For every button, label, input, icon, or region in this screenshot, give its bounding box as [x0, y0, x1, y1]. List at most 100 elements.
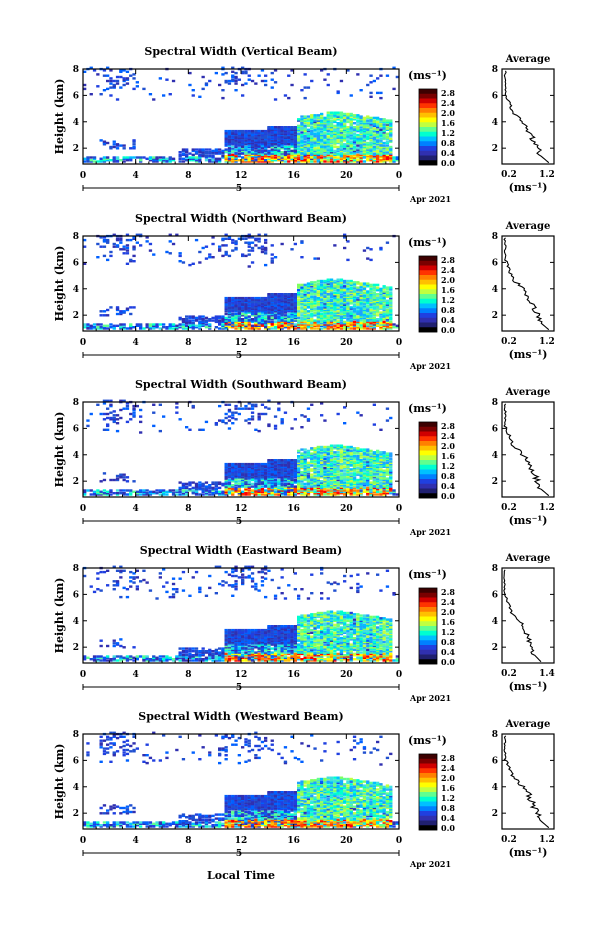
- heatmap-cell: [270, 133, 274, 137]
- heatmap-cell: [382, 147, 386, 150]
- heatmap-cell: [316, 481, 320, 484]
- heatmap-cell: [362, 315, 367, 318]
- heatmap-cell: [181, 149, 186, 153]
- heatmap-cell: [297, 464, 301, 467]
- heatmap-cell: [343, 279, 347, 283]
- heatmap-cell: [264, 298, 268, 301]
- heatmap-cell: [306, 480, 311, 483]
- heatmap-cell: [125, 476, 130, 479]
- heatmap-cell: [142, 156, 146, 159]
- heatmap-cell: [346, 114, 350, 117]
- heatmap-cell: [313, 114, 317, 117]
- heatmap-cell: [329, 136, 334, 139]
- heatmap-cell: [129, 489, 133, 492]
- heatmap-cell: [356, 286, 360, 289]
- heatmap-cell: [277, 140, 281, 143]
- heatmap-cell: [283, 145, 288, 149]
- heatmap-cell: [237, 464, 241, 467]
- heatmap-cell: [231, 466, 235, 470]
- heatmap-cell: [139, 420, 143, 424]
- heatmap-cell: [306, 453, 311, 457]
- heatmap-cell: [244, 472, 248, 475]
- heatmap-cell: [175, 493, 179, 496]
- colorbar-segment: [419, 146, 437, 152]
- heatmap-cell: [188, 322, 192, 325]
- heatmap-cell: [277, 469, 281, 472]
- panel-1: Spectral Width (Northward Beam)2468Heigh…: [53, 212, 555, 371]
- heatmap-cell: [247, 476, 251, 479]
- heatmap-cell: [362, 324, 367, 327]
- heatmap-cell: [109, 250, 113, 254]
- heatmap-cell: [283, 411, 288, 414]
- heatmap-cell: [244, 140, 248, 143]
- heatmap-cell: [277, 459, 281, 462]
- heatmap-cell: [83, 323, 87, 326]
- heatmap-cell: [132, 245, 136, 248]
- heatmap-cell: [313, 470, 317, 474]
- heatmap-cell: [323, 144, 327, 147]
- heatmap-cell: [211, 242, 215, 246]
- heatmap-cell: [234, 160, 238, 163]
- heatmap-cell: [260, 322, 265, 325]
- heatmap-cell: [234, 324, 238, 327]
- heatmap-cell: [260, 136, 265, 139]
- heatmap-cell: [326, 135, 330, 138]
- heatmap-cell: [306, 153, 311, 157]
- heatmap-cell: [264, 472, 268, 475]
- heatmap-cell: [362, 155, 367, 158]
- heatmap-cell: [267, 156, 271, 159]
- heatmap-cell: [234, 466, 238, 470]
- heatmap-cell: [221, 155, 225, 158]
- heatmap-cell: [267, 472, 271, 475]
- heatmap-cell: [303, 316, 307, 320]
- heatmap-cell: [231, 298, 235, 301]
- heatmap-cell: [277, 132, 281, 135]
- heatmap-cell: [369, 315, 373, 318]
- heatmap-cell: [221, 254, 225, 258]
- heatmap-cell: [313, 469, 317, 472]
- heatmap-cell: [165, 327, 169, 330]
- heatmap-cell: [306, 419, 311, 422]
- heatmap-cell: [264, 481, 268, 484]
- colorbar-tick-label: 0.8: [441, 138, 455, 148]
- heatmap-cell: [283, 299, 288, 302]
- heatmap-cell: [287, 316, 291, 320]
- heatmap-cell: [329, 133, 334, 137]
- heatmap-cell: [379, 122, 383, 125]
- heatmap-cell: [254, 488, 258, 491]
- heatmap-cell: [155, 323, 159, 326]
- heatmap-cell: [323, 482, 327, 486]
- heatmap-cell: [366, 151, 370, 154]
- heatmap-cell: [352, 118, 357, 121]
- heatmap-cell: [336, 324, 340, 327]
- heatmap-cell: [362, 311, 367, 314]
- heatmap-cell: [356, 306, 360, 309]
- heatmap-cell: [385, 293, 390, 296]
- heatmap-cell: [181, 319, 186, 322]
- heatmap-cell: [132, 87, 136, 91]
- heatmap-cell: [280, 160, 284, 163]
- heatmap-cell: [316, 470, 320, 474]
- heatmap-cell: [264, 303, 268, 306]
- heatmap-cell: [277, 473, 281, 476]
- heatmap-cell: [297, 306, 301, 309]
- heatmap-cell: [382, 159, 386, 162]
- heatmap-cell: [250, 249, 255, 252]
- heatmap-cell: [306, 326, 311, 329]
- heatmap-cell: [316, 290, 320, 293]
- heatmap-cell: [204, 245, 209, 248]
- heatmap-cell: [109, 82, 113, 85]
- heatmap-cell: [310, 478, 314, 482]
- heatmap-cell: [198, 326, 202, 329]
- heatmap-cell: [379, 143, 383, 146]
- heatmap-cell: [333, 306, 337, 309]
- heatmap-cell: [244, 493, 248, 496]
- heatmap-cell: [366, 296, 370, 300]
- heatmap-cell: [260, 480, 265, 483]
- colorbar-segment: [419, 327, 437, 333]
- heatmap-cell: [250, 308, 255, 312]
- heatmap-cell: [316, 327, 320, 330]
- heatmap-cell: [231, 78, 235, 81]
- heatmap-cell: [283, 482, 288, 486]
- heatmap-cell: [224, 477, 228, 480]
